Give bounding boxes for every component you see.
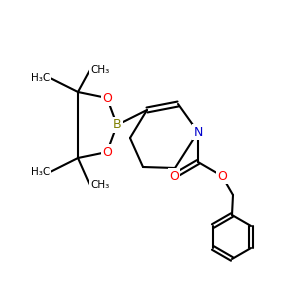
Text: B: B xyxy=(113,118,121,131)
Text: CH₃: CH₃ xyxy=(90,65,109,75)
Text: N: N xyxy=(193,125,203,139)
Text: O: O xyxy=(102,146,112,158)
Text: H₃C: H₃C xyxy=(31,73,50,83)
Text: H₃C: H₃C xyxy=(31,167,50,177)
Text: O: O xyxy=(169,169,179,182)
Text: O: O xyxy=(102,92,112,104)
Text: CH₃: CH₃ xyxy=(90,180,109,190)
Text: O: O xyxy=(217,169,227,182)
